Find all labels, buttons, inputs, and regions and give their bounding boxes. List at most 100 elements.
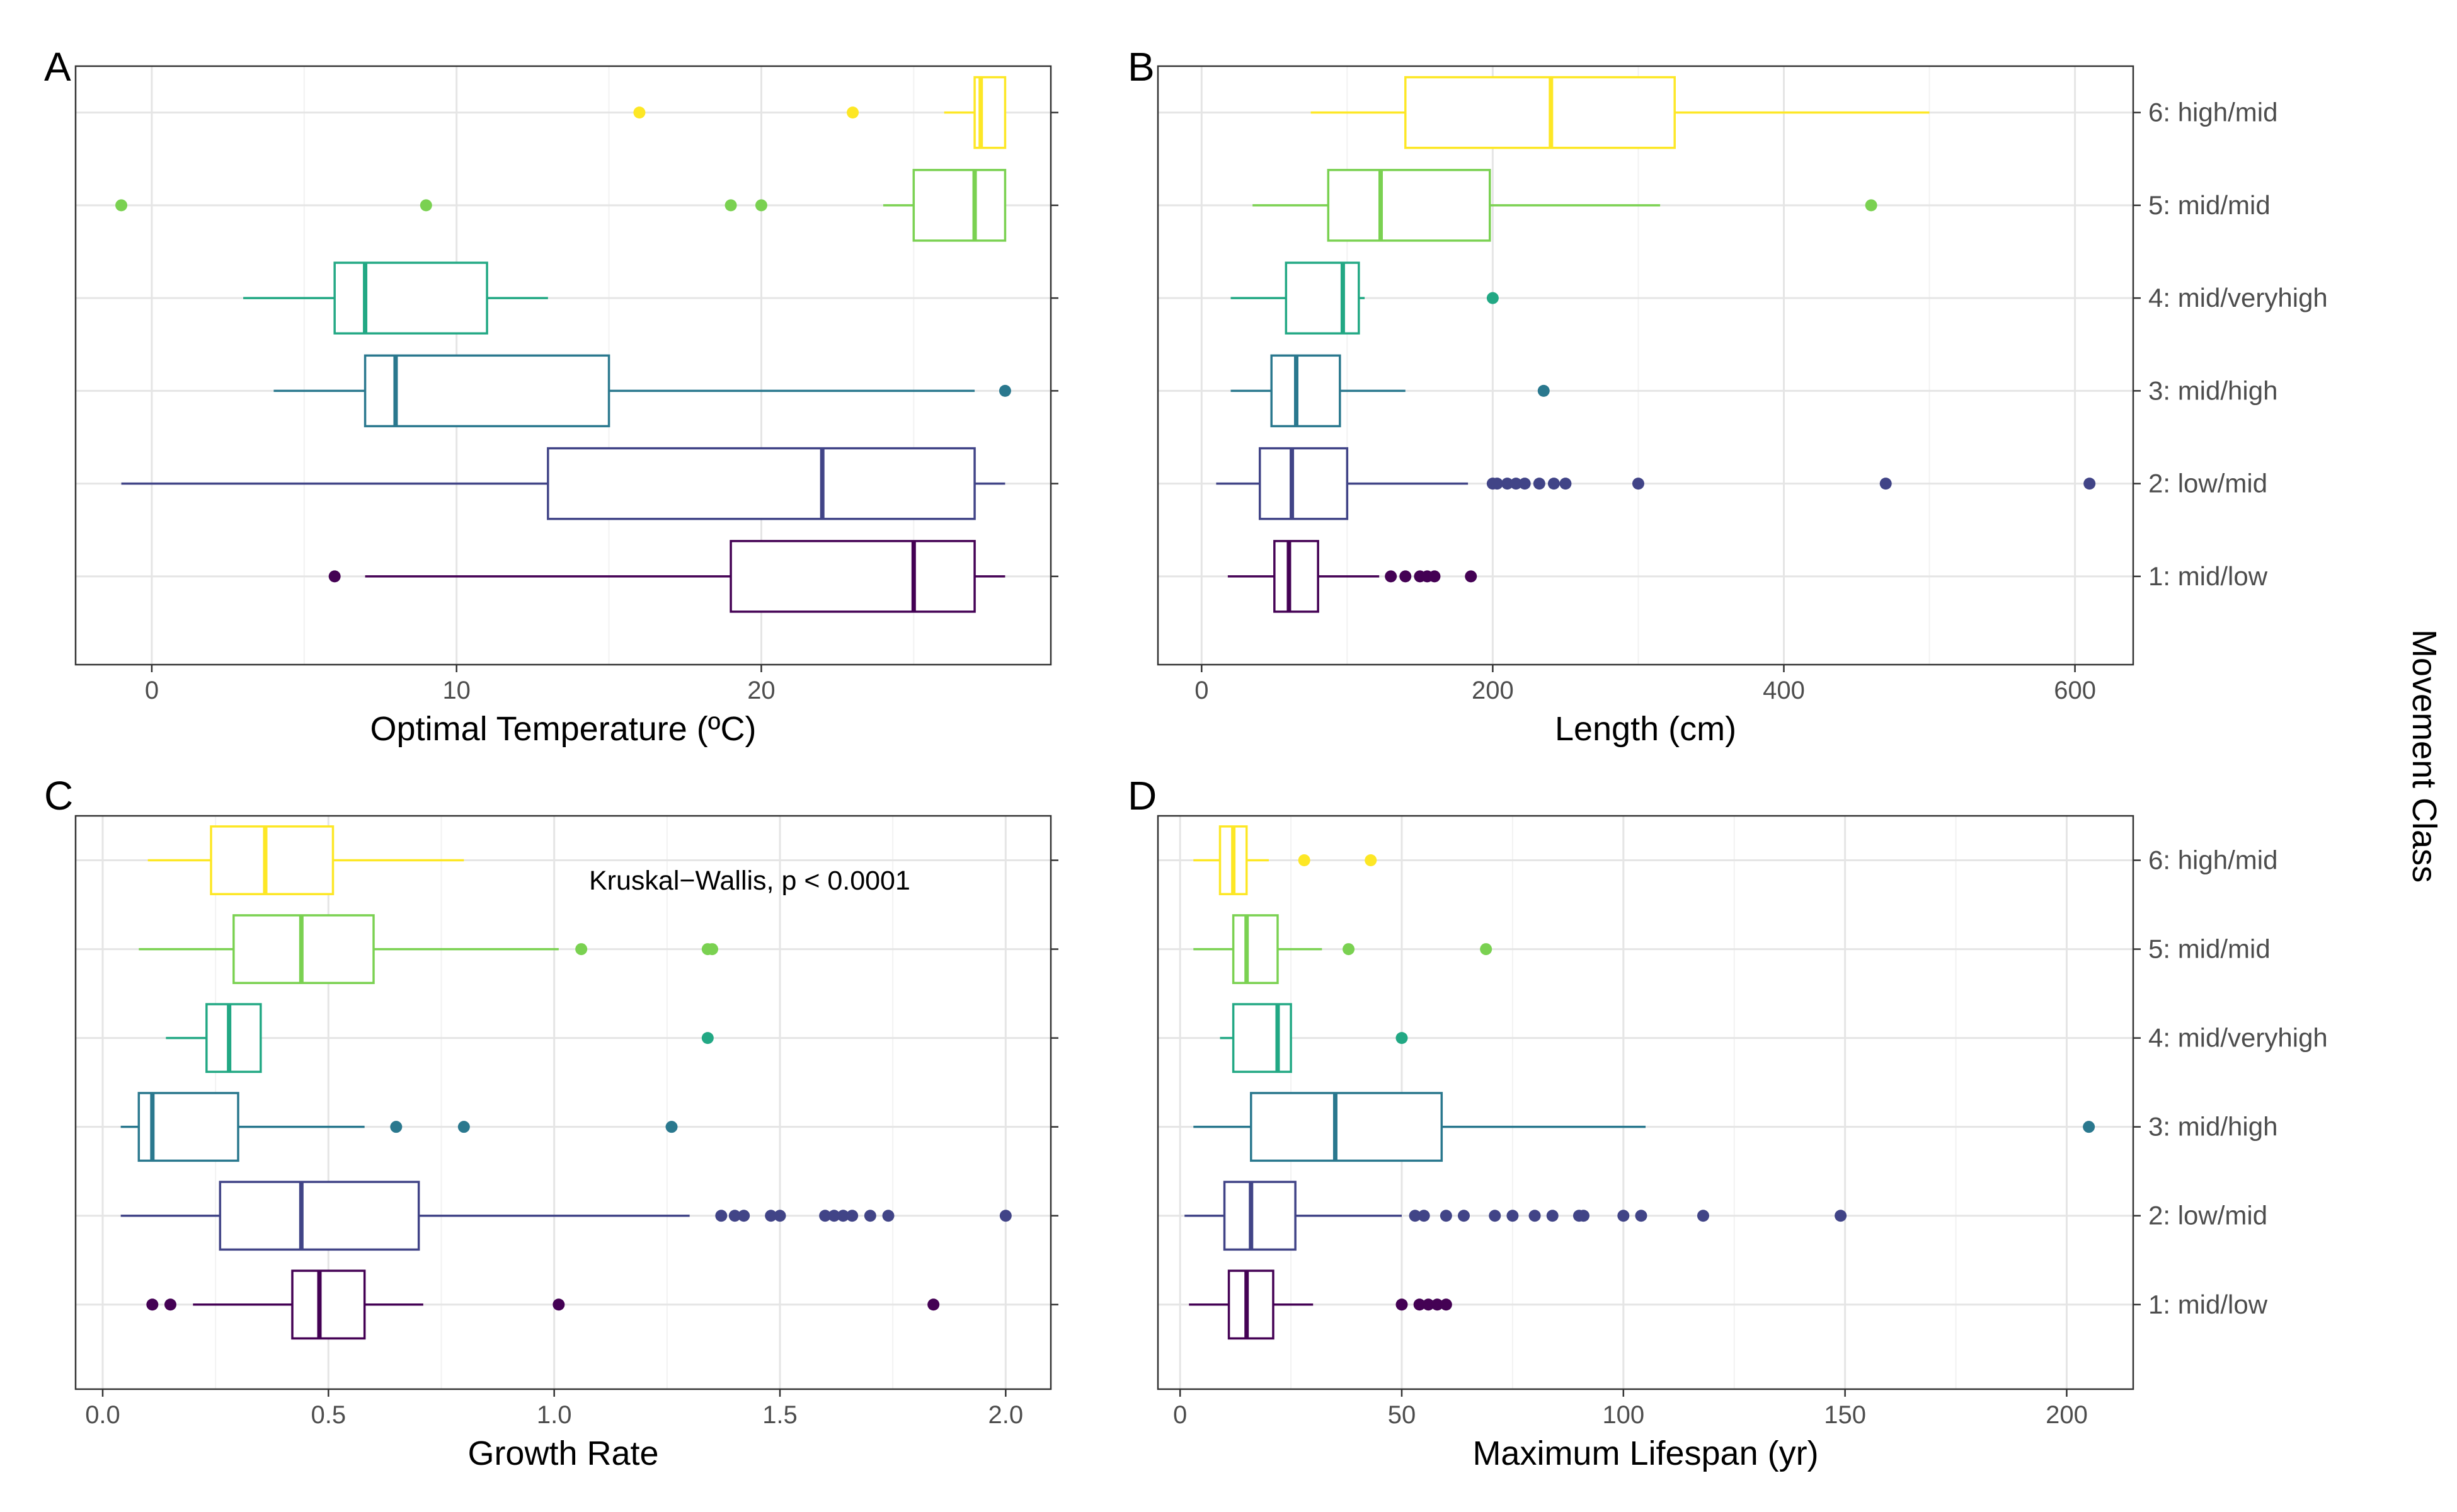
- outlier-point: [1365, 854, 1377, 867]
- category-label: 2: low/mid: [2148, 469, 2267, 498]
- outlier-point: [665, 1121, 678, 1133]
- panel-border: [1157, 65, 2134, 666]
- outlier-point: [633, 106, 646, 119]
- x-tick-label: 2.0: [988, 1401, 1024, 1429]
- box-5: [115, 169, 1007, 242]
- outlier-point: [1298, 854, 1310, 867]
- stat-annotation: Kruskal−Wallis, p < 0.0001: [589, 866, 910, 896]
- outlier-point: [1528, 1210, 1541, 1222]
- box-2: [120, 1181, 1012, 1251]
- box-3: [1230, 354, 1550, 428]
- outlier-point: [724, 199, 737, 212]
- panel-border: [1157, 815, 2134, 1390]
- box-2: [1216, 447, 2096, 520]
- x-tick-label: 1.5: [762, 1401, 798, 1429]
- box-iqr: [232, 914, 375, 985]
- box-iqr: [1232, 1003, 1292, 1074]
- category-label: 4: mid/veryhigh: [2148, 283, 2328, 312]
- outlier-point: [1879, 478, 1892, 490]
- category-label: 6: high/mid: [2148, 845, 2277, 875]
- outlier-point: [1577, 1210, 1589, 1222]
- outlier-point: [2083, 1121, 2095, 1133]
- outlier-point: [1431, 1298, 1443, 1311]
- outlier-point: [1547, 478, 1560, 490]
- outlier-point: [146, 1298, 159, 1311]
- box-5: [1193, 914, 1492, 985]
- outlier-point: [115, 199, 128, 212]
- outlier-point: [1546, 1210, 1559, 1222]
- outlier-point: [1395, 1032, 1408, 1045]
- outlier-point: [1518, 478, 1531, 490]
- x-tick-label: 0: [1194, 677, 1208, 704]
- outlier-point: [1533, 478, 1545, 490]
- x-tick-label: 20: [747, 677, 776, 704]
- box-iqr: [1232, 914, 1279, 985]
- outlier-point: [774, 1210, 786, 1222]
- panel-label: D: [1128, 773, 1157, 818]
- outlier-point: [715, 1210, 728, 1222]
- outlier-point: [1632, 478, 1644, 490]
- outlier-point: [728, 1210, 741, 1222]
- outlier-point: [1491, 478, 1503, 490]
- outlier-point: [1509, 478, 1522, 490]
- box-3: [273, 354, 1011, 428]
- box-3: [1193, 1092, 2095, 1162]
- panel-border: [74, 65, 1052, 666]
- x-tick-label: 100: [1602, 1401, 1644, 1429]
- panel-a: A 0 10 20 Optimal Temperature (ºC): [44, 44, 1058, 748]
- x-tick-label: 50: [1388, 1401, 1416, 1429]
- box-iqr: [1223, 1181, 1297, 1251]
- box-4: [1220, 1003, 1408, 1074]
- x-tick-label: 0.5: [311, 1401, 346, 1429]
- box-6: [147, 825, 464, 895]
- outlier-point: [1422, 1298, 1435, 1311]
- outlier-point: [390, 1121, 403, 1133]
- outlier-point: [765, 1210, 777, 1222]
- box-iqr: [333, 261, 488, 335]
- category-label: 4: mid/veryhigh: [2148, 1023, 2328, 1053]
- outlier-point: [847, 106, 859, 119]
- outlier-point: [328, 570, 341, 583]
- outlier-point: [1458, 1210, 1470, 1222]
- box-iqr: [1285, 261, 1360, 335]
- outlier-point: [999, 1210, 1012, 1222]
- category-label: 5: mid/mid: [2148, 190, 2271, 220]
- box-iqr: [547, 447, 976, 520]
- box-4: [166, 1003, 714, 1074]
- outlier-point: [1440, 1298, 1452, 1311]
- box-2: [121, 447, 1005, 520]
- outlier-point: [2083, 478, 2096, 490]
- outlier-point: [1865, 199, 1877, 212]
- category-label: 1: mid/low: [2148, 1290, 2268, 1319]
- category-label: 3: mid/high: [2148, 375, 2277, 405]
- y-axis-title: Movement Class: [2405, 629, 2443, 883]
- outlier-point: [1395, 1298, 1408, 1311]
- outlier-point: [575, 943, 588, 956]
- outlier-point: [1399, 570, 1412, 583]
- outlier-point: [1486, 292, 1499, 304]
- outlier-point: [701, 1032, 714, 1045]
- panel-border: [74, 815, 1052, 1390]
- outlier-point: [1506, 1210, 1519, 1222]
- outlier-point: [1501, 478, 1514, 490]
- outlier-point: [457, 1121, 470, 1133]
- box-6: [633, 76, 1007, 149]
- box-1: [1227, 540, 1477, 613]
- x-tick-label: 0: [1173, 1401, 1187, 1429]
- box-iqr: [1270, 354, 1341, 428]
- outlier-point: [819, 1210, 832, 1222]
- outlier-point: [1418, 1210, 1430, 1222]
- box-2: [1184, 1181, 1847, 1251]
- box-5: [139, 914, 718, 985]
- outlier-point: [755, 199, 767, 212]
- box-iqr: [137, 1092, 239, 1162]
- outlier-point: [1428, 570, 1441, 583]
- outlier-point: [999, 384, 1011, 397]
- outlier-point: [738, 1210, 750, 1222]
- box-iqr: [1227, 1269, 1274, 1340]
- outlier-point: [927, 1298, 940, 1311]
- panel-label: C: [44, 773, 73, 818]
- outlier-point: [864, 1210, 876, 1222]
- outlier-point: [1489, 1210, 1501, 1222]
